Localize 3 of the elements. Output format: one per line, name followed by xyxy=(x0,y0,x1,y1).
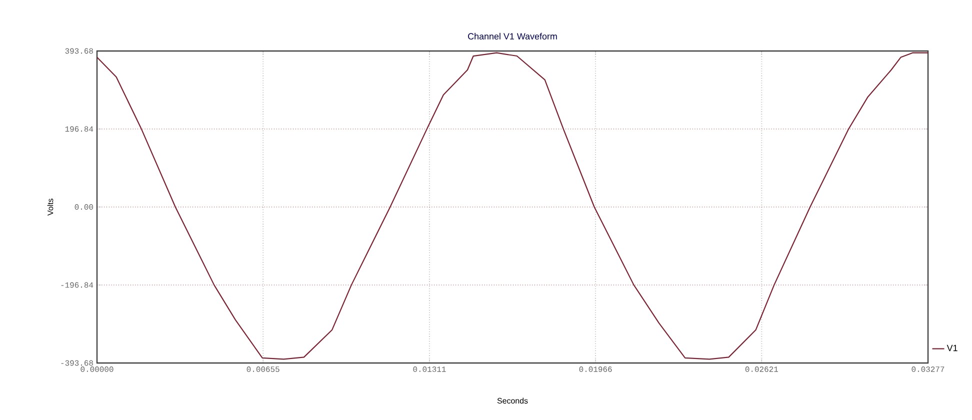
line-series xyxy=(97,52,928,360)
chart-title: Channel V1 Waveform xyxy=(468,32,557,40)
legend-label: V1 xyxy=(946,344,958,352)
